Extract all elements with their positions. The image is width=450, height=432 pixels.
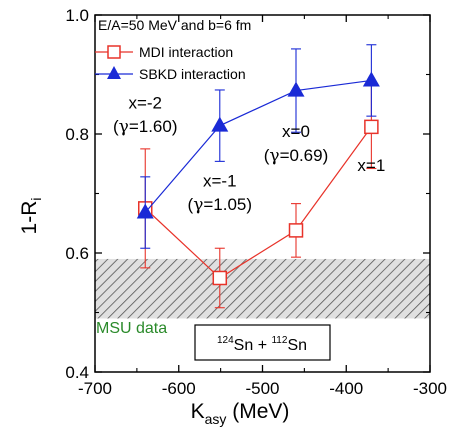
data-point bbox=[287, 81, 305, 97]
y-tick-label: 1.0 bbox=[65, 6, 89, 25]
x-axis-label: Kasy (MeV) bbox=[191, 400, 290, 427]
legend-label-sbkd: SBKD interaction bbox=[139, 66, 246, 82]
series-sbkd bbox=[136, 44, 380, 249]
annotation-label: (γ=1.60) bbox=[113, 117, 178, 137]
series-line bbox=[144, 126, 372, 279]
data-point bbox=[212, 270, 228, 286]
x-tick-label: -400 bbox=[329, 379, 363, 398]
band-label: MSU data bbox=[96, 320, 167, 337]
data-point bbox=[136, 203, 154, 219]
x-tick-label: -600 bbox=[162, 379, 196, 398]
annotation-label: (γ=1.05) bbox=[188, 195, 253, 215]
legend-marker-mdi bbox=[107, 45, 121, 59]
annotation-label: x=-2 bbox=[128, 93, 162, 112]
reaction-label-frame bbox=[194, 324, 331, 361]
legend-item-mdi: MDI interaction bbox=[95, 44, 233, 60]
legend: E/A=50 MeV and b=6 fm MDI interaction SB… bbox=[95, 17, 251, 82]
reaction-label: 124Sn + 112Sn bbox=[217, 335, 307, 354]
legend-item-sbkd: SBKD interaction bbox=[95, 66, 246, 82]
x-tick-label: -300 bbox=[413, 379, 447, 398]
series-line bbox=[144, 79, 372, 213]
y-axis-label: 1-Ri bbox=[18, 198, 44, 235]
data-point bbox=[364, 119, 379, 135]
annotation-label: (γ=0.69) bbox=[264, 146, 329, 166]
data-point bbox=[288, 223, 304, 238]
x-tick-label: -500 bbox=[245, 379, 279, 398]
x-tick-label: -700 bbox=[78, 379, 112, 398]
y-tick-label: 0.6 bbox=[65, 244, 89, 263]
annotation-label: x=0 bbox=[282, 122, 310, 141]
msu-data-band bbox=[95, 258, 430, 319]
y-tick-label: 0.4 bbox=[65, 363, 89, 382]
reaction-label-box: 124Sn + 112Sn bbox=[194, 324, 331, 361]
annotation-label: x=-1 bbox=[203, 171, 237, 190]
data-point bbox=[362, 71, 380, 87]
data-point bbox=[211, 116, 229, 132]
y-tick-label: 0.8 bbox=[65, 125, 89, 144]
legend-label-mdi: MDI interaction bbox=[139, 44, 233, 60]
annotation-label: x=1 bbox=[357, 156, 385, 175]
legend-marker-sbkd bbox=[107, 66, 121, 79]
legend-title: E/A=50 MeV and b=6 fm bbox=[98, 17, 251, 33]
